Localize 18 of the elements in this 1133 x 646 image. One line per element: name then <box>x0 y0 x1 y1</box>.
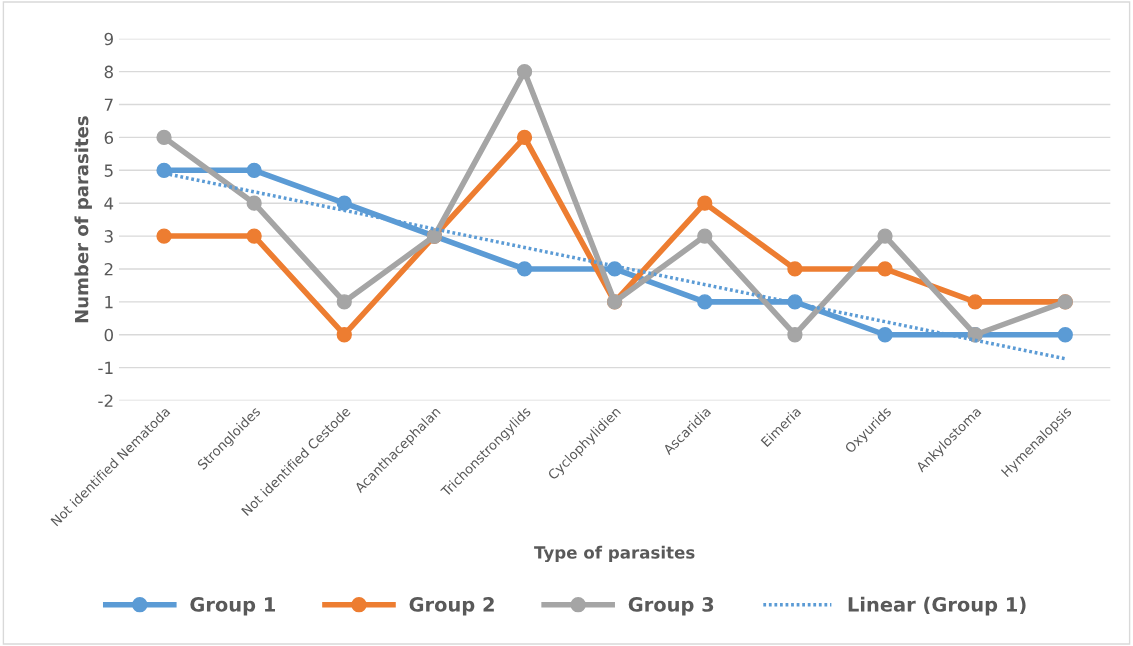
legend-label: Group 2 <box>409 597 494 616</box>
legend-label: Linear (Group 1) <box>848 596 1026 616</box>
y-tick-label: 1 <box>105 296 113 309</box>
y-tick-label: 2 <box>104 262 113 276</box>
y-tick-label: -2 <box>98 394 113 407</box>
y-tick-label: 4 <box>104 197 114 210</box>
legend-label: Group 1 <box>190 597 275 616</box>
y-tick-label: 8 <box>104 65 113 79</box>
y-tick-label: 9 <box>104 32 113 46</box>
legend-label: Group 3 <box>628 597 714 616</box>
y-tick-label: 3 <box>104 230 113 243</box>
y-tick-label: 6 <box>104 131 114 144</box>
y-tick-label: 0 <box>104 328 113 342</box>
y-tick-label: -1 <box>98 361 113 374</box>
y-axis-title: Number of parasites <box>74 116 92 323</box>
y-tick-label: 5 <box>104 164 113 177</box>
x-axis-title: Type of parasites <box>534 545 695 563</box>
y-tick-label: 7 <box>104 98 113 111</box>
